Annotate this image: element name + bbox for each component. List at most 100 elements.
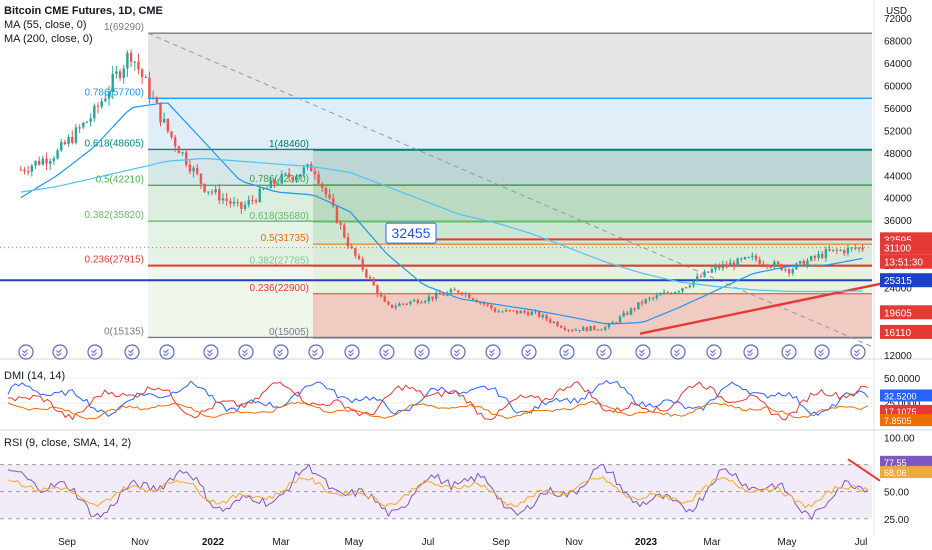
candle-body [460,292,464,295]
candle-body [45,158,48,164]
price-tick-label: 40000 [884,194,912,205]
event-marker-circle [850,344,866,360]
event-marker-glyph [710,349,716,357]
candle-body [420,302,423,304]
right-fib-label: 0.5(31735) [261,233,309,244]
event-marker-icon[interactable] [203,344,219,360]
candle-body [556,321,559,327]
candle-body [644,299,647,304]
candle-body [170,131,173,138]
event-marker-icon[interactable] [559,344,575,360]
callout-text: 32455 [392,225,431,241]
right-fib-zone [313,293,872,339]
candle-body [229,200,232,204]
event-marker-glyph [277,349,283,357]
event-marker-icon[interactable] [450,344,466,360]
candle-body [784,269,787,271]
event-marker-icon[interactable] [521,344,537,360]
rsi-label: RSI (9, close, SMA, 14, 2) [4,437,132,449]
chart-legend: Bitcoin CME Futures, 1D, CME MA (55, clo… [4,4,163,46]
x-tick-label: Mar [703,537,721,548]
event-marker-icon[interactable] [273,344,289,360]
event-marker-icon[interactable] [743,344,759,360]
candle-body [791,269,794,274]
candle-body [332,198,335,206]
event-marker-icon[interactable] [18,344,34,360]
price-tick-label: 52000 [884,126,912,137]
price-tick-label: 48000 [884,149,912,160]
right-fib-label: 0.618(35680) [250,211,310,222]
candle-body [501,311,504,313]
candle-body [328,194,331,199]
event-marker-icon[interactable] [485,344,501,360]
candle-body [512,310,515,312]
candle-body [666,292,669,294]
candle-body [857,247,861,249]
candle-body [740,258,743,260]
dmi-tag-label: 32.5200 [884,391,917,401]
event-marker-glyph [818,349,824,357]
event-marker-icon[interactable] [414,344,430,360]
event-marker-icon[interactable] [87,344,103,360]
event-marker-icon[interactable] [635,344,651,360]
event-marker-glyph [242,349,248,357]
candle-body [104,98,107,102]
candle-body [662,292,666,295]
event-marker-icon[interactable] [596,344,612,360]
x-tick-label: 2022 [202,537,225,548]
candle-body [254,200,258,203]
right-fib-label: 0.382(27785) [250,255,310,266]
event-marker-icon[interactable] [814,344,830,360]
event-marker-icon[interactable] [706,344,722,360]
candle-body [354,248,357,256]
candle-body [49,161,52,164]
candle-body [762,263,765,265]
candle-body [497,311,500,313]
price-tick-label: 60000 [884,81,912,92]
x-tick-label: Jul [422,537,435,548]
candle-body [30,165,34,172]
candle-body [100,101,103,107]
candle-body [174,137,177,147]
candle-body [482,302,486,305]
candle-body [310,164,313,172]
candle-body [508,310,511,312]
event-marker-glyph [383,349,389,357]
event-marker-icon[interactable] [344,344,360,360]
event-marker-icon[interactable] [850,344,866,360]
candle-body [471,298,475,300]
candle-body [453,289,456,291]
ma200-label: MA (200, close, 0) [4,33,93,45]
event-marker-icon[interactable] [238,344,254,360]
event-marker-icon[interactable] [308,344,324,360]
right-fib-zone [313,244,872,267]
candle-body [280,174,284,184]
event-marker-icon[interactable] [52,344,68,360]
candle-body [82,122,85,128]
candle-body [313,171,317,175]
candle-body [34,160,37,166]
candle-body [155,97,159,103]
candle-body [670,293,673,295]
candle-body [839,250,842,252]
event-marker-circle [308,344,324,360]
ma200-line [20,157,863,293]
candle-body [196,167,199,174]
candle-body [637,302,640,309]
event-marker-icon[interactable] [670,344,686,360]
symbol-title: Bitcoin CME Futures, 1D, CME [4,5,163,17]
event-marker-glyph [454,349,460,357]
candle-body [357,255,361,259]
event-marker-icon[interactable] [781,344,797,360]
candle-body [854,247,857,249]
event-marker-icon[interactable] [379,344,395,360]
event-marker-glyph [22,349,28,357]
candle-body [144,76,147,78]
event-marker-glyph [854,349,860,357]
candle-body [725,264,728,267]
event-marker-icon[interactable] [124,344,140,360]
x-tick-label: May [345,537,364,548]
candle-body [383,296,386,302]
event-marker-icon[interactable] [159,344,175,360]
event-marker-glyph [674,349,680,357]
